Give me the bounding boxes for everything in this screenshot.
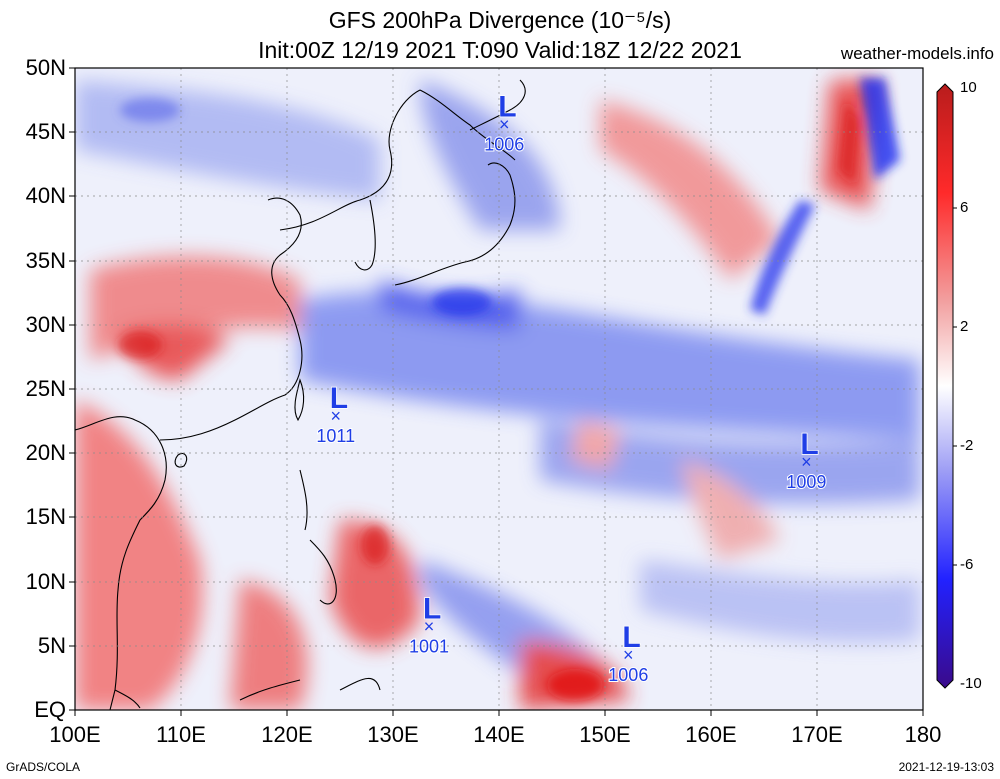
low-pressure-label: 1011 (316, 426, 355, 446)
low-pressure-label: 1001 (409, 637, 449, 657)
low-symbol: L (622, 621, 640, 654)
low-symbol: L (498, 90, 516, 123)
lon-tick-label: 150E (579, 722, 631, 747)
lat-tick-label: 25N (25, 376, 66, 401)
low-symbol: L (800, 428, 818, 461)
lon-tick-label: 130E (367, 722, 419, 747)
low-pressure-label: 1009 (786, 472, 826, 492)
lat-tick-label: 20N (25, 440, 66, 466)
low-symbol: L (330, 382, 348, 415)
lat-tick-label: EQ (34, 697, 66, 722)
lat-tick-label: 40N (25, 183, 66, 209)
lon-tick-label: 100E (49, 722, 101, 747)
map-subtitle: Init:00Z 12/19 2021 T:090 Valid:18Z 12/2… (0, 37, 1000, 63)
low-pressure-label: 1006 (608, 665, 648, 685)
colorbar-tick-label: 10 (960, 79, 977, 96)
lat-tick-label: 50N (25, 55, 66, 80)
lat-tick-label: 15N (25, 504, 66, 530)
low-center-mark: × (623, 645, 634, 665)
colorbar-tick-label: -6 (960, 556, 974, 573)
lon-tick-label: 120E (261, 722, 313, 747)
lon-tick-label: 110E (156, 722, 206, 747)
colorbar-tick-label: -10 (960, 675, 982, 692)
low-center-mark: × (499, 114, 510, 134)
lon-tick-label: 180 (904, 722, 942, 747)
footer-right: 2021-12-19-13:03 (898, 760, 994, 774)
lat-tick-label: 10N (25, 568, 66, 594)
subtitle-text: Init:00Z 12/19 2021 T:090 Valid:18Z 12/2… (258, 37, 742, 63)
lon-tick-label: 170E (791, 722, 843, 747)
colorbar (936, 83, 957, 689)
colorbar-tick-label: 6 (960, 199, 969, 216)
low-pressure-label: 1006 (484, 134, 524, 154)
lat-tick-label: 30N (25, 311, 66, 337)
footer-left: GrADS/COLA (6, 760, 81, 774)
divergence-field (75, 68, 923, 710)
map-title: GFS 200hPa Divergence (10⁻⁵/s) (328, 7, 672, 33)
low-center-mark: × (801, 452, 812, 472)
lon-tick-label: 160E (685, 722, 737, 747)
colorbar-tick-label: -2 (960, 437, 974, 454)
low-symbol: L (423, 593, 441, 626)
lon-tick-label: 140E (473, 722, 525, 747)
lat-tick-label: 35N (25, 247, 66, 273)
low-center-mark: × (424, 617, 435, 637)
lat-tick-label: 45N (25, 119, 66, 145)
low-center-mark: × (331, 406, 342, 426)
site-name: weather-models.info (840, 44, 994, 63)
lat-tick-label: 5N (37, 632, 66, 658)
colorbar-tick-label: 2 (960, 318, 969, 335)
